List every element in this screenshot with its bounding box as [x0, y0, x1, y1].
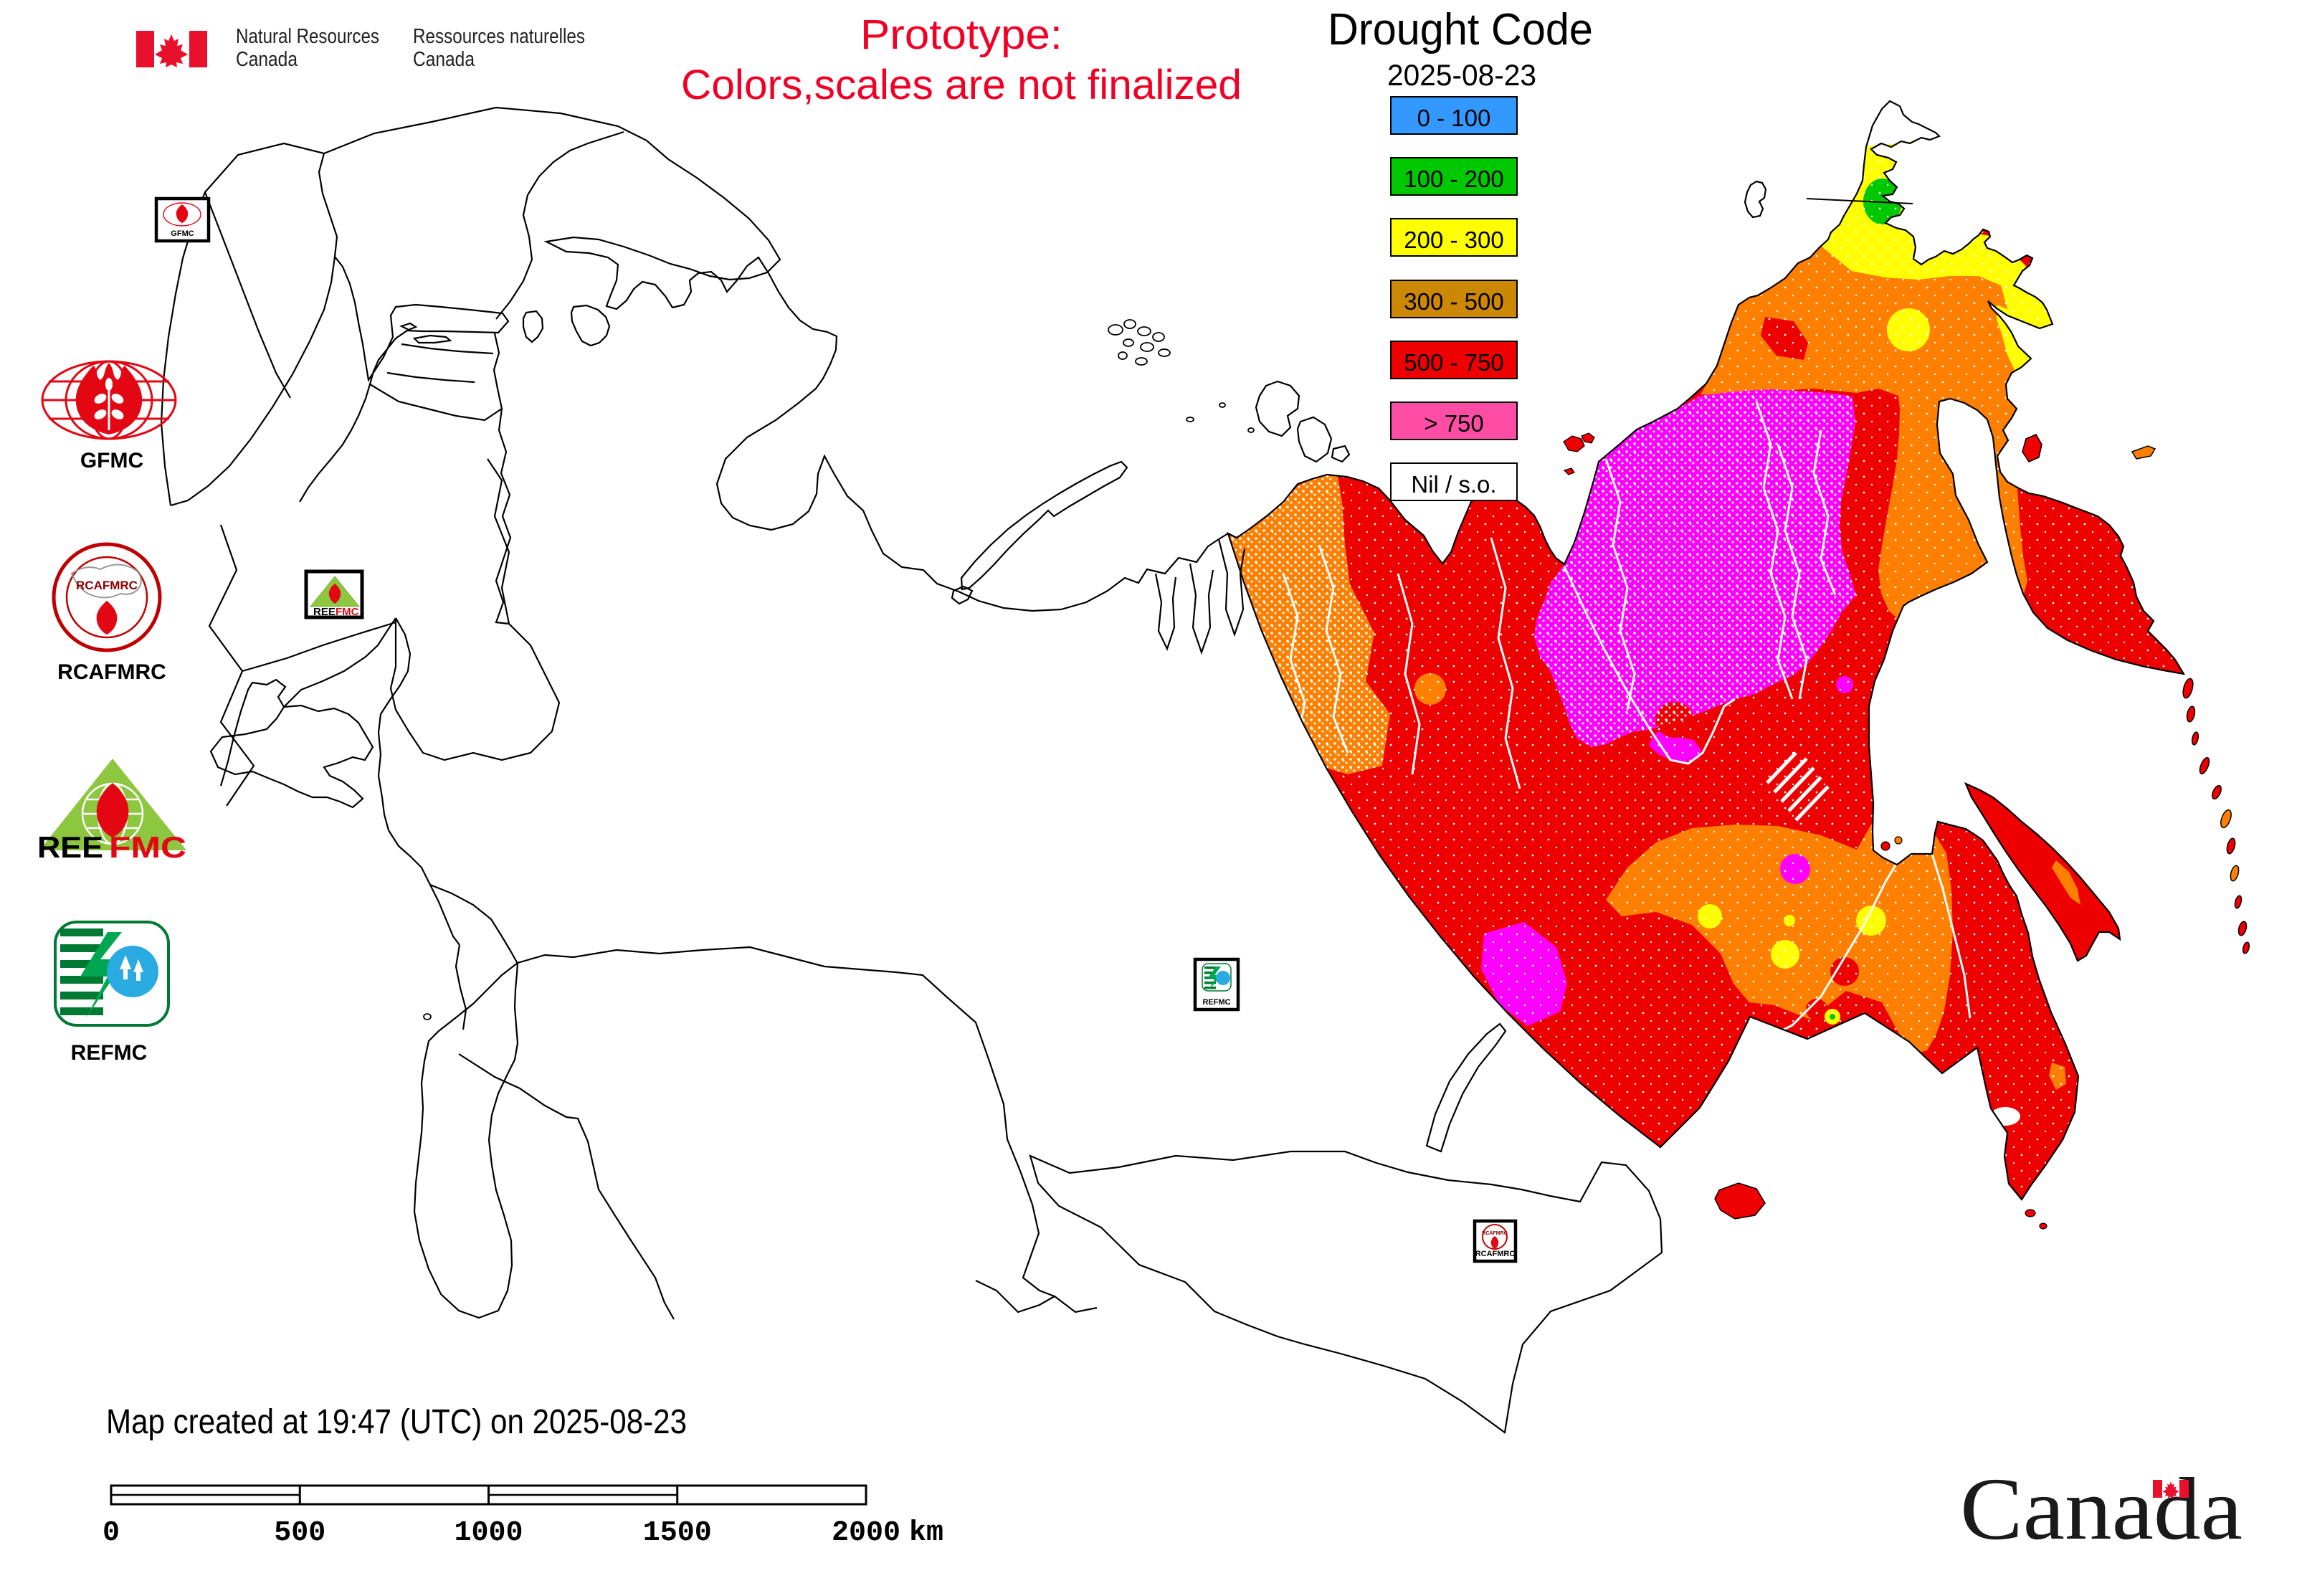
svg-text:2025-08-23: 2025-08-23	[1387, 58, 1536, 92]
svg-text:> 750: > 750	[1424, 410, 1484, 437]
svg-text:0: 0	[103, 1517, 120, 1549]
svg-text:Map created at 19:47 (UTC) on: Map created at 19:47 (UTC) on 2025-08-23	[106, 1403, 687, 1441]
svg-text:FMC: FMC	[109, 830, 186, 864]
svg-text:REFMC: REFMC	[71, 1041, 148, 1065]
svg-text:Canada: Canada	[236, 48, 298, 71]
svg-text:GFMC: GFMC	[171, 229, 194, 238]
svg-text:REE: REE	[37, 830, 103, 864]
svg-text:RCAFMRC: RCAFMRC	[1482, 1231, 1507, 1236]
svg-text:Canada: Canada	[1960, 1460, 2242, 1558]
svg-text:RCAFMRC: RCAFMRC	[57, 660, 166, 684]
svg-text:GFMC: GFMC	[80, 449, 143, 472]
svg-text:Drought Code: Drought Code	[1328, 5, 1593, 54]
svg-text:km: km	[909, 1517, 943, 1549]
svg-text:300 - 500: 300 - 500	[1404, 288, 1503, 315]
svg-text:200 - 300: 200 - 300	[1404, 227, 1503, 253]
svg-text:FMC: FMC	[336, 606, 359, 618]
svg-text:Colors,scales are not finalize: Colors,scales are not finalized	[681, 62, 1242, 108]
svg-text:2000: 2000	[832, 1517, 900, 1549]
svg-text:RCAFMRC: RCAFMRC	[1475, 1250, 1516, 1258]
svg-text:500: 500	[274, 1517, 325, 1549]
svg-text:Ressources naturelles: Ressources naturelles	[413, 25, 585, 48]
svg-text:Canada: Canada	[413, 48, 475, 71]
svg-text:0 - 100: 0 - 100	[1417, 105, 1491, 131]
svg-text:100 - 200: 100 - 200	[1404, 166, 1503, 192]
svg-text:1500: 1500	[643, 1517, 712, 1549]
svg-text:RCAFMRC: RCAFMRC	[76, 579, 138, 592]
svg-text:Natural Resources: Natural Resources	[236, 25, 379, 48]
svg-text:Prototype:: Prototype:	[860, 11, 1062, 58]
svg-text:REE: REE	[313, 606, 336, 618]
svg-text:500 - 750: 500 - 750	[1404, 349, 1503, 376]
svg-text:1000: 1000	[454, 1517, 523, 1549]
svg-text:Nil / s.o.: Nil / s.o.	[1411, 471, 1496, 498]
svg-text:REFMC: REFMC	[1202, 998, 1230, 1007]
